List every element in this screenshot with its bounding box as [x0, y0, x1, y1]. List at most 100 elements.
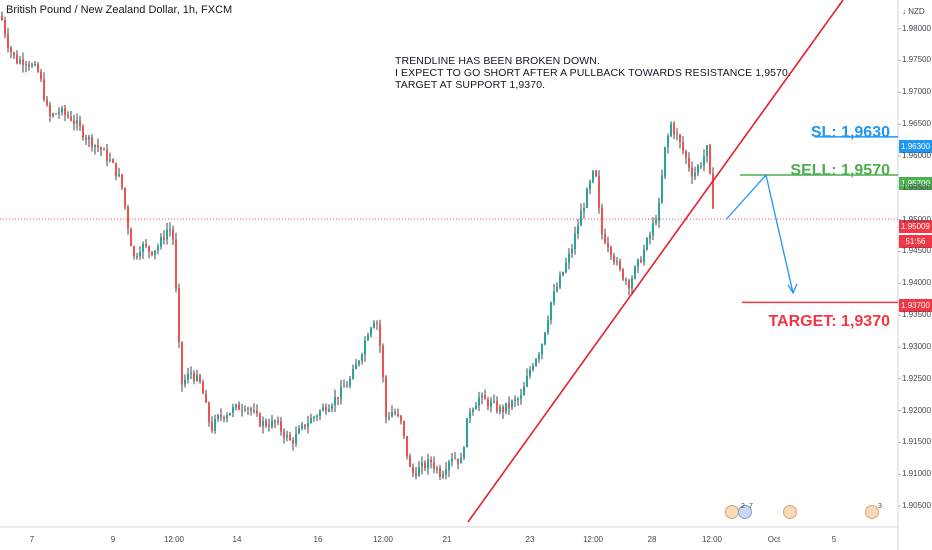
candle-body — [664, 147, 666, 177]
candle-body — [421, 462, 423, 468]
candle-body — [229, 412, 231, 416]
candle-body — [460, 457, 462, 464]
candle-body — [484, 394, 486, 400]
x-tick-label: 23 — [525, 535, 535, 544]
candle-body — [298, 428, 300, 434]
candle-body — [280, 421, 282, 432]
x-tick-label: 21 — [442, 535, 452, 544]
candle-body — [172, 229, 174, 240]
candle-body — [265, 421, 267, 426]
trendline — [467, 0, 844, 523]
candle-body — [637, 259, 639, 267]
candle-body — [652, 223, 654, 235]
candle-body — [397, 413, 399, 416]
target-price-tag: 1.93700 — [899, 299, 932, 312]
candle-body — [625, 279, 627, 281]
candle-body — [334, 396, 336, 406]
y-tick-label: 1.97000 — [902, 87, 931, 97]
candle-body — [412, 466, 414, 474]
candle-body — [208, 402, 210, 422]
candle-body — [232, 407, 234, 413]
candle-body — [4, 19, 6, 35]
candle-body — [211, 421, 213, 431]
candle-body — [283, 431, 285, 438]
candle-body — [175, 239, 177, 289]
y-tick-label: 1.93000 — [902, 341, 931, 351]
candle-body — [190, 372, 192, 374]
candle-body — [418, 467, 420, 476]
candle-body — [349, 378, 351, 386]
candle-body — [694, 172, 696, 177]
candle-body — [235, 404, 237, 408]
x-tick-label: 12:00 — [582, 535, 604, 544]
candle-body — [430, 459, 432, 463]
x-tick-label: 5 — [831, 535, 837, 544]
candle-body — [709, 145, 711, 174]
candle-body — [61, 108, 63, 113]
economic-event-icon[interactable] — [725, 505, 739, 519]
economic-event-icon[interactable] — [738, 505, 752, 519]
y-tick-label: 1.98000 — [902, 23, 931, 33]
candle-body — [532, 365, 534, 370]
candle-body — [643, 249, 645, 263]
event-count: 3 — [878, 503, 882, 510]
candle-body — [439, 468, 441, 478]
stop-loss-label: SL: 1,9630 — [810, 124, 890, 141]
y-tick-label: 1.91000 — [902, 469, 931, 479]
candle-body — [571, 249, 573, 254]
event-count: 2 — [741, 503, 745, 510]
candle-body — [619, 261, 621, 270]
candle-body — [7, 34, 9, 49]
candle-body — [76, 120, 78, 124]
projection-path — [725, 173, 794, 293]
candle-body — [337, 396, 339, 399]
event-count: 7 — [749, 503, 753, 510]
candle-body — [682, 142, 684, 152]
candle-body — [1, 15, 3, 20]
candle-body — [295, 433, 297, 444]
candle-body — [304, 424, 306, 428]
candle-body — [391, 411, 393, 417]
y-tick-label: 1.92500 — [902, 373, 931, 383]
candle-body — [640, 259, 642, 263]
candle-body — [244, 409, 246, 411]
economic-event-icon[interactable] — [865, 505, 879, 519]
y-tick-label: 1.96000 — [902, 150, 931, 160]
candle-body — [712, 173, 714, 209]
candle-body — [661, 176, 663, 203]
economic-event-icon[interactable] — [783, 505, 797, 519]
candle-body — [463, 447, 465, 458]
candle-body — [316, 415, 318, 417]
candle-body — [85, 137, 87, 140]
target-label: TARGET: 1,9370 — [768, 313, 890, 330]
x-tick-label: 14 — [232, 535, 242, 544]
x-tick-label: 12:00 — [701, 535, 723, 544]
candle-body — [139, 251, 141, 257]
candle-body — [199, 375, 201, 383]
x-tick-label: Oct — [767, 535, 781, 544]
candle-body — [433, 462, 435, 469]
candle-body — [220, 415, 222, 417]
candle-body — [691, 167, 693, 177]
candle-body — [73, 120, 75, 124]
candle-body — [520, 395, 522, 400]
candle-body — [319, 410, 321, 416]
candle-body — [31, 64, 33, 67]
candle-body — [592, 170, 594, 182]
candle-body — [496, 401, 498, 412]
candle-body — [385, 377, 387, 418]
candle-body — [586, 189, 588, 208]
candle-body — [166, 229, 168, 240]
candle-body — [472, 409, 474, 413]
candle-body — [97, 145, 99, 148]
candle-body — [475, 405, 477, 410]
candle-body — [214, 419, 216, 431]
candle-body — [148, 246, 150, 252]
y-tick-label: 1.96500 — [902, 119, 931, 129]
candle-body — [142, 243, 144, 252]
candle-body — [403, 421, 405, 436]
y-tick-label: 1.97500 — [902, 55, 931, 65]
candle-body — [394, 411, 396, 414]
candle-body — [301, 424, 303, 429]
